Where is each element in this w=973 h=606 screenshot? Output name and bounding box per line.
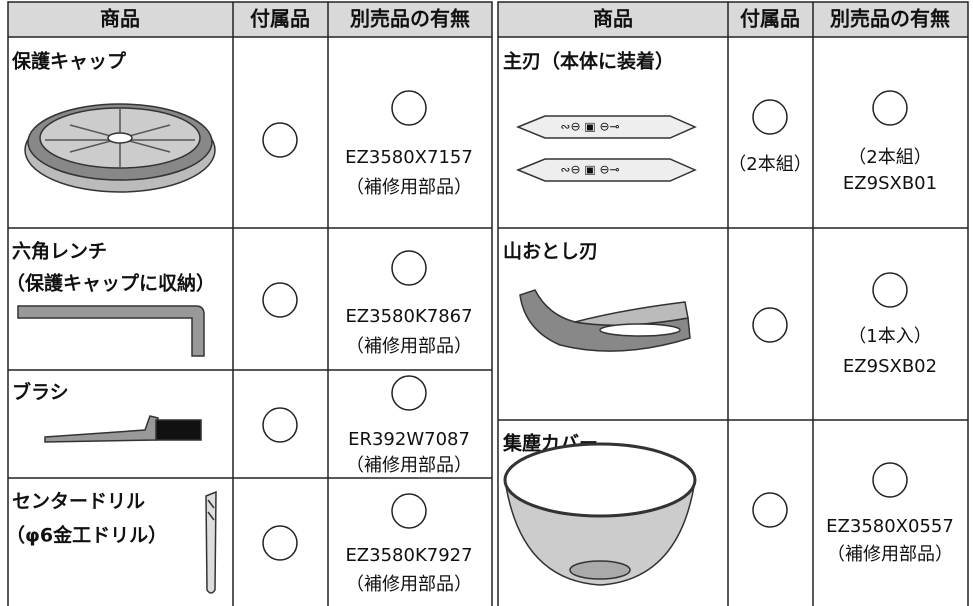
part-note: （2本組） xyxy=(848,147,931,168)
part-note: （補修用部品） xyxy=(346,177,472,198)
blade-illustration: ∾⊖ ▣ ⊖⊸ ∾⊖ ▣ ⊖⊸ xyxy=(516,115,697,182)
product-name: （φ6金工ドリル） xyxy=(6,524,167,547)
table-lines xyxy=(7,1,969,606)
part-number: EZ9SXB02 xyxy=(843,356,937,377)
product-name: 主刃（本体に装着） xyxy=(503,50,674,73)
svg-text:∾⊖ ▣ ⊖⊸: ∾⊖ ▣ ⊖⊸ xyxy=(560,120,619,134)
product-name: 六角レンチ xyxy=(12,240,107,263)
product-name: 山おとし刃 xyxy=(503,241,598,263)
product-name: センタードリル xyxy=(12,491,145,513)
product-name: 保護キャップ xyxy=(11,50,127,73)
circle-marks xyxy=(262,90,908,561)
part-number: EZ3580X0557 xyxy=(826,516,954,537)
cap-illustration xyxy=(24,103,216,193)
wrench-illustration xyxy=(17,305,205,357)
part-note: （1本入） xyxy=(848,326,931,347)
header-cell: 商品 xyxy=(100,7,140,31)
included-note: （2本組） xyxy=(728,154,811,175)
header-bg xyxy=(498,2,968,37)
dust-cover-illustration xyxy=(503,442,697,586)
drill-illustration xyxy=(205,490,217,594)
part-note: （補修用部品） xyxy=(346,336,472,357)
part-number: EZ9SXB01 xyxy=(843,173,937,194)
part-number: ER392W7087 xyxy=(348,429,470,450)
header-cell: 別売品の有無 xyxy=(350,7,470,31)
part-number: EZ3580K7867 xyxy=(345,306,472,327)
header-bg xyxy=(8,2,492,37)
header-cell: 別売品の有無 xyxy=(830,7,950,31)
part-number: EZ3580X7157 xyxy=(345,147,473,168)
mountain-blade-illustration xyxy=(519,289,691,352)
header-cell: 商品 xyxy=(593,7,633,31)
brush-illustration xyxy=(44,415,202,443)
header-cell: 付属品 xyxy=(250,7,310,31)
product-name: （保護キャップに収納） xyxy=(6,272,215,295)
part-note: （補修用部品） xyxy=(346,455,472,476)
svg-text:∾⊖ ▣ ⊖⊸: ∾⊖ ▣ ⊖⊸ xyxy=(560,163,619,177)
part-note: （補修用部品） xyxy=(827,544,953,565)
product-name: ブラシ xyxy=(12,381,69,404)
part-number: EZ3580K7927 xyxy=(345,545,472,566)
part-note: （補修用部品） xyxy=(346,574,472,595)
header-cell: 付属品 xyxy=(740,7,800,31)
